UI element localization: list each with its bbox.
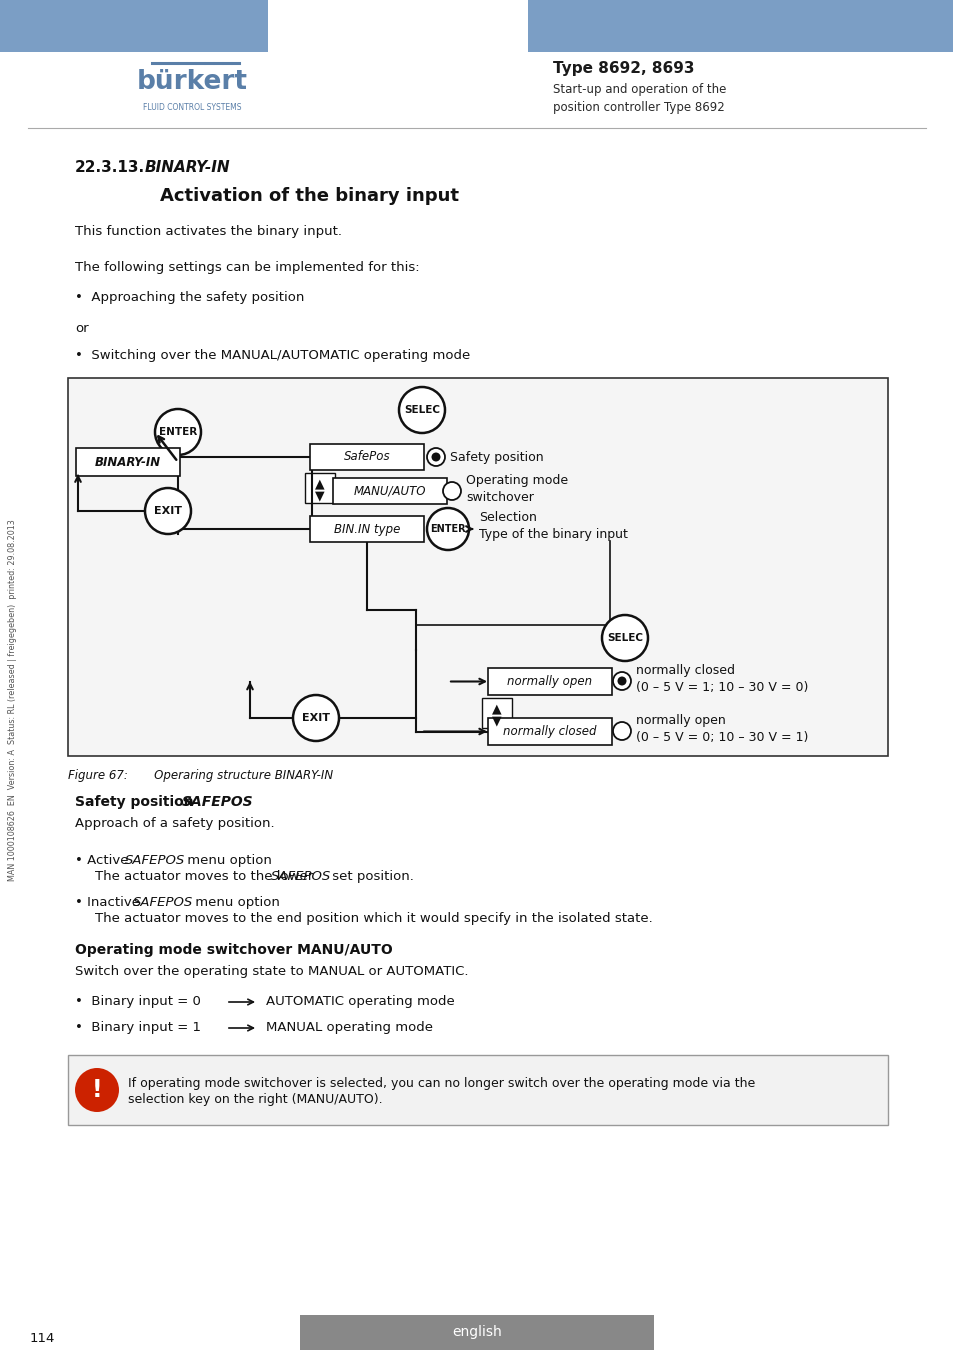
FancyBboxPatch shape — [527, 0, 953, 53]
Text: selection key on the right (MANU/AUTO).: selection key on the right (MANU/AUTO). — [128, 1094, 382, 1106]
Circle shape — [613, 672, 630, 690]
Text: 114: 114 — [30, 1331, 55, 1345]
Text: bürkert: bürkert — [136, 69, 247, 94]
Text: BINARY-IN: BINARY-IN — [95, 455, 161, 468]
Text: menu option: menu option — [191, 896, 279, 909]
FancyBboxPatch shape — [333, 478, 447, 504]
Circle shape — [442, 482, 460, 500]
Text: AUTOMATIC operating mode: AUTOMATIC operating mode — [266, 995, 455, 1008]
Text: Operating mode
switchover: Operating mode switchover — [465, 474, 568, 504]
Text: Approach of a safety position.: Approach of a safety position. — [75, 818, 274, 830]
FancyBboxPatch shape — [310, 444, 423, 470]
Text: •  Approaching the safety position: • Approaching the safety position — [75, 290, 304, 304]
Text: SAFEPOS: SAFEPOS — [125, 855, 185, 867]
Text: ENTER: ENTER — [159, 427, 197, 437]
Text: MANU/AUTO: MANU/AUTO — [354, 485, 426, 498]
Text: Activation of the binary input: Activation of the binary input — [160, 188, 458, 205]
Text: MAN 1000108626  EN  Version: A  Status: RL (released | freigegeben)  printed: 29: MAN 1000108626 EN Version: A Status: RL … — [9, 520, 17, 882]
Text: •  Binary input = 0: • Binary input = 0 — [75, 995, 201, 1008]
Text: EXIT: EXIT — [153, 506, 182, 516]
Text: SAFEPOS: SAFEPOS — [271, 869, 331, 883]
Text: ▲: ▲ — [492, 702, 501, 716]
Text: EXIT: EXIT — [302, 713, 330, 724]
FancyBboxPatch shape — [68, 378, 887, 756]
Text: 22.3.13.: 22.3.13. — [75, 161, 145, 176]
Text: Safety position: Safety position — [450, 451, 543, 463]
FancyBboxPatch shape — [488, 668, 612, 695]
Text: ENTER: ENTER — [430, 524, 465, 535]
Text: SAFEPOS: SAFEPOS — [182, 795, 253, 809]
Circle shape — [427, 508, 469, 549]
Text: normally closed
(0 – 5 V = 1; 10 – 30 V = 0): normally closed (0 – 5 V = 1; 10 – 30 V … — [636, 664, 807, 694]
Text: The following settings can be implemented for this:: The following settings can be implemente… — [75, 262, 419, 274]
Text: or: or — [75, 321, 89, 335]
Text: If operating mode switchover is selected, you can no longer switch over the oper: If operating mode switchover is selected… — [128, 1077, 755, 1089]
Text: SafePos: SafePos — [343, 451, 390, 463]
Text: Safety position: Safety position — [75, 795, 198, 809]
Text: ▼: ▼ — [314, 490, 324, 502]
Circle shape — [154, 409, 201, 455]
Text: BIN.IN type: BIN.IN type — [334, 522, 399, 536]
Text: normally open: normally open — [507, 675, 592, 688]
Text: •  Switching over the MANUAL/AUTOMATIC operating mode: • Switching over the MANUAL/AUTOMATIC op… — [75, 348, 470, 362]
Circle shape — [613, 722, 630, 740]
FancyBboxPatch shape — [305, 472, 335, 504]
Text: MANUAL operating mode: MANUAL operating mode — [266, 1022, 433, 1034]
Text: • Active: • Active — [75, 855, 132, 867]
Circle shape — [75, 1068, 119, 1112]
Text: Start-up and operation of the
position controller Type 8692: Start-up and operation of the position c… — [553, 82, 725, 113]
FancyBboxPatch shape — [68, 1054, 887, 1125]
Text: ▲: ▲ — [314, 478, 324, 490]
Text: • Inactive: • Inactive — [75, 896, 144, 909]
Text: english: english — [452, 1324, 501, 1339]
Circle shape — [601, 616, 647, 662]
Text: SAFEPOS: SAFEPOS — [132, 896, 193, 909]
FancyBboxPatch shape — [488, 718, 612, 745]
Text: Switch over the operating state to MANUAL or AUTOMATIC.: Switch over the operating state to MANUA… — [75, 965, 468, 979]
Text: The actuator moves to the lower: The actuator moves to the lower — [95, 869, 317, 883]
FancyBboxPatch shape — [310, 516, 423, 541]
Text: set position.: set position. — [328, 869, 414, 883]
Text: normally closed: normally closed — [503, 725, 597, 738]
FancyBboxPatch shape — [76, 448, 180, 477]
Text: FLUID CONTROL SYSTEMS: FLUID CONTROL SYSTEMS — [143, 104, 241, 112]
Text: Operating mode switchover MANU/AUTO: Operating mode switchover MANU/AUTO — [75, 944, 393, 957]
FancyBboxPatch shape — [481, 698, 512, 728]
Circle shape — [617, 676, 626, 686]
Text: SELEC: SELEC — [403, 405, 439, 414]
Text: Figure 67:       Operaring structure BINARY-IN: Figure 67: Operaring structure BINARY-IN — [68, 769, 333, 783]
Text: •  Binary input = 1: • Binary input = 1 — [75, 1022, 201, 1034]
Text: BINARY-IN: BINARY-IN — [145, 161, 231, 176]
Text: This function activates the binary input.: This function activates the binary input… — [75, 225, 341, 239]
Text: SELEC: SELEC — [606, 633, 642, 643]
FancyBboxPatch shape — [299, 1315, 654, 1350]
Text: ▼: ▼ — [492, 714, 501, 728]
Text: !: ! — [91, 1079, 102, 1102]
FancyBboxPatch shape — [0, 0, 268, 53]
Text: Selection
Type of the binary input: Selection Type of the binary input — [478, 512, 627, 541]
Circle shape — [398, 387, 444, 433]
Circle shape — [427, 448, 444, 466]
Text: Type 8692, 8693: Type 8692, 8693 — [553, 61, 694, 76]
Circle shape — [431, 452, 440, 462]
Circle shape — [293, 695, 338, 741]
Text: The actuator moves to the end position which it would specify in the isolated st: The actuator moves to the end position w… — [95, 913, 652, 925]
Circle shape — [145, 487, 191, 535]
Text: menu option: menu option — [183, 855, 272, 867]
Text: normally open
(0 – 5 V = 0; 10 – 30 V = 1): normally open (0 – 5 V = 0; 10 – 30 V = … — [636, 714, 807, 744]
